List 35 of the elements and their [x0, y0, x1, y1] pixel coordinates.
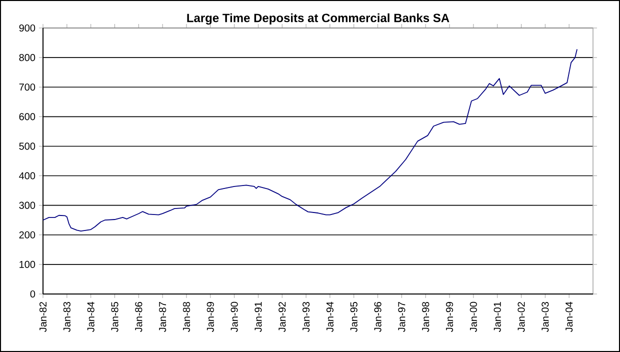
- x-tick-label: Jan-85: [111, 302, 118, 332]
- y-tick-label: 700: [19, 84, 36, 91]
- x-tick-label: Jan-95: [350, 302, 358, 332]
- y-tick-label: 900: [19, 24, 36, 32]
- x-tick-label: Jan-89: [206, 302, 214, 332]
- y-tick-label: 600: [19, 113, 36, 120]
- y-tick-label: 400: [19, 172, 36, 180]
- y-tick-label: 500: [19, 142, 36, 150]
- y-tick-label: 300: [19, 202, 36, 209]
- y-tick-label: 100: [20, 260, 36, 268]
- x-tick-label: Jan-99: [446, 302, 454, 332]
- x-tick-label: Jan-84: [87, 302, 94, 332]
- x-tick-label: Jan-03: [542, 302, 549, 332]
- x-tick-label: Jan-98: [422, 302, 430, 332]
- chart-title: Large Time Deposits at Commercial Banks SA: [187, 13, 450, 25]
- x-tick-label: Jan-94: [326, 302, 334, 332]
- x-tick-label: Jan-97: [398, 302, 406, 332]
- x-tick-label: Jan-88: [182, 302, 190, 332]
- x-tick-label: Jan-96: [374, 302, 382, 332]
- y-tick-label: 800: [19, 54, 36, 62]
- y-tick-label: 0: [30, 290, 36, 298]
- x-tick-label: Jan-83: [63, 302, 70, 332]
- x-tick-label: Jan-87: [159, 302, 166, 332]
- x-tick-label: Jan-01: [494, 302, 501, 332]
- x-tick-label: Jan-93: [302, 302, 310, 332]
- x-tick-label: Jan-86: [135, 302, 142, 332]
- x-tick-label: Jan-00: [470, 302, 477, 332]
- x-tick-label: Jan-92: [278, 302, 286, 332]
- x-tick-label: Jan-82: [39, 302, 47, 332]
- line-series: [42, 48, 578, 232]
- y-tick-label: 200: [19, 231, 36, 238]
- x-tick-label: Jan-02: [518, 302, 525, 332]
- x-tick-label: Jan-91: [254, 302, 262, 332]
- x-tick-label: Jan-04: [566, 302, 573, 332]
- x-tick-label: Jan-90: [230, 302, 238, 332]
